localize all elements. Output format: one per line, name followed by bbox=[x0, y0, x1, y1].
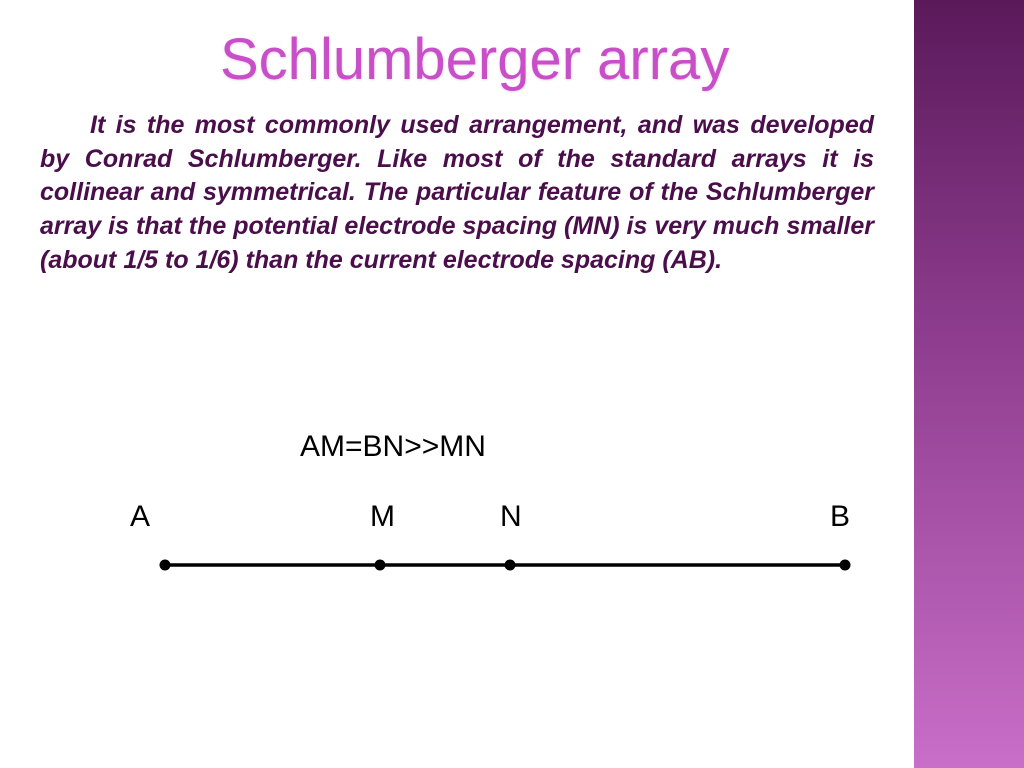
electrode-line-svg bbox=[110, 550, 880, 590]
electrode-diagram: A M N B bbox=[110, 500, 880, 620]
label-B: B bbox=[830, 500, 850, 534]
side-accent-bar bbox=[914, 0, 1024, 768]
electrode-point-M bbox=[375, 560, 386, 571]
slide-content: Schlumberger array It is the most common… bbox=[0, 0, 914, 768]
label-A: A bbox=[130, 500, 150, 534]
formula-text: AM=BN>>MN bbox=[300, 430, 486, 464]
label-M: M bbox=[370, 500, 395, 534]
slide-body-text: It is the most commonly used arrangement… bbox=[40, 109, 884, 278]
electrode-point-A bbox=[160, 560, 171, 571]
slide-title: Schlumberger array bbox=[220, 30, 884, 91]
electrode-point-N bbox=[505, 560, 516, 571]
label-N: N bbox=[500, 500, 522, 534]
electrode-point-B bbox=[840, 560, 851, 571]
